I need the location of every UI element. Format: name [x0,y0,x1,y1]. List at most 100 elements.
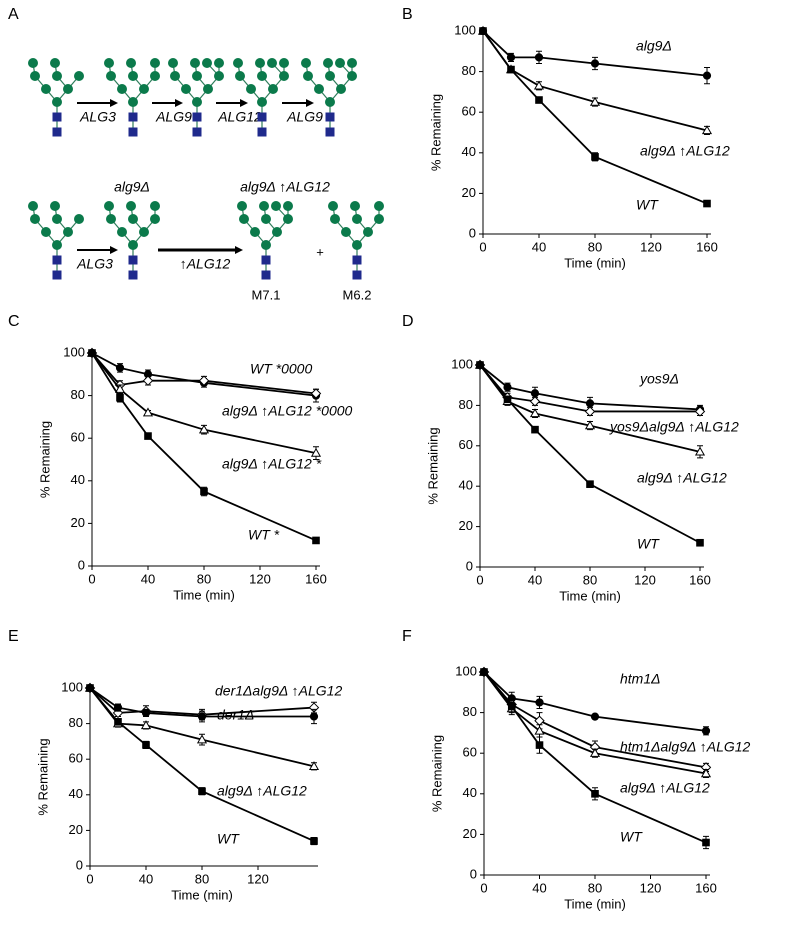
marker [590,712,600,721]
glcnac [325,112,335,122]
panel-label: F [402,628,412,645]
enzyme-label: ALG9 [155,109,192,125]
glcnac [352,270,362,280]
series-label: WT [217,831,240,847]
mannose [192,71,202,81]
marker [312,536,320,545]
mannose [214,71,224,81]
mannose [50,58,60,68]
marker [584,420,596,430]
y-tick-label: 40 [463,785,477,800]
chart-panel: C 0 20 40 60 80 100 0 40 80 120 160 Time (min) % Rema… [8,313,353,602]
glcnac [257,127,267,137]
mannose [28,201,38,211]
marker [115,363,125,373]
y-axis-label: % Remaining [428,94,443,171]
series-label: alg9Δ ↑ALG12 *0000 [222,403,353,419]
y-axis-label: % Remaining [429,735,444,812]
y-tick-label: 100 [63,344,85,359]
mannose [259,201,269,211]
mannose [74,71,84,81]
mannose [261,240,271,250]
marker [701,125,713,135]
marker [310,837,318,845]
marker [140,720,152,730]
mannose [150,201,160,211]
x-axis-label: Time (min) [559,588,621,603]
marker [584,406,596,417]
x-axis-label: Time (min) [171,887,233,902]
mannose [363,227,373,237]
y-tick-label: 100 [451,356,473,371]
mannose [104,201,114,211]
marker [141,708,151,718]
arrow-head [306,99,314,107]
y-tick-label: 20 [462,185,476,200]
mannose [128,240,138,250]
glcnac [52,112,62,122]
marker [702,71,712,80]
mannose [52,214,62,224]
y-tick-label: 80 [71,387,85,402]
marker [88,349,96,357]
series-label: WT [637,536,660,552]
y-axis-label: % Remaining [425,427,440,504]
x-tick-label: 160 [695,880,717,895]
y-tick-label: 100 [454,22,476,37]
marker [703,199,711,208]
y-tick-label: 80 [69,715,83,730]
panel-label: A [8,6,19,23]
glcnac [52,270,62,280]
mannose [271,201,281,211]
y-tick-label: 0 [470,866,477,881]
mannose [52,240,62,250]
mannose [268,84,278,94]
x-tick-label: 80 [588,880,602,895]
series-label: yos9Δ [639,371,679,387]
marker [700,768,712,778]
glcnac [261,270,271,280]
series-line [482,30,708,132]
marker [533,80,545,90]
marker [196,734,208,744]
mannose [301,58,311,68]
x-axis-label: Time (min) [564,896,626,911]
series-label: alg9Δ ↑ALG12 [620,780,710,796]
series-label: yos9Δalg9Δ ↑ALG12 [609,419,739,435]
marker [198,424,210,434]
y-tick-label: 60 [462,104,476,119]
mannose [128,97,138,107]
marker [113,703,123,712]
product-label: M6.2 [343,287,372,302]
chart-panel: E 0 20 40 60 80 100 0 40 80 120 Time (min) % Remaini… [8,628,342,902]
marker [142,741,150,749]
mannose [336,84,346,94]
marker [480,668,488,676]
y-tick-label: 40 [462,144,476,159]
y-tick-label: 100 [61,679,83,694]
mannose [106,214,116,224]
mannose [41,227,51,237]
marker [585,399,595,408]
marker [529,396,541,407]
mannose [168,58,178,68]
mannose [250,227,260,237]
mannose [50,201,60,211]
y-tick-label: 0 [76,857,83,872]
mannose [330,214,340,224]
mannose [139,227,149,237]
mannose [214,58,224,68]
marker [310,388,322,399]
mannose [350,201,360,211]
marker [309,712,319,721]
mannose [246,84,256,94]
mannose [325,97,335,107]
y-tick-label: 40 [459,478,473,493]
y-tick-label: 60 [459,437,473,452]
series-label: WT [636,197,659,213]
marker [310,447,322,457]
x-tick-label: 80 [588,239,602,254]
y-tick-label: 40 [71,472,85,487]
mannose [74,214,84,224]
panel-label: B [402,6,413,23]
